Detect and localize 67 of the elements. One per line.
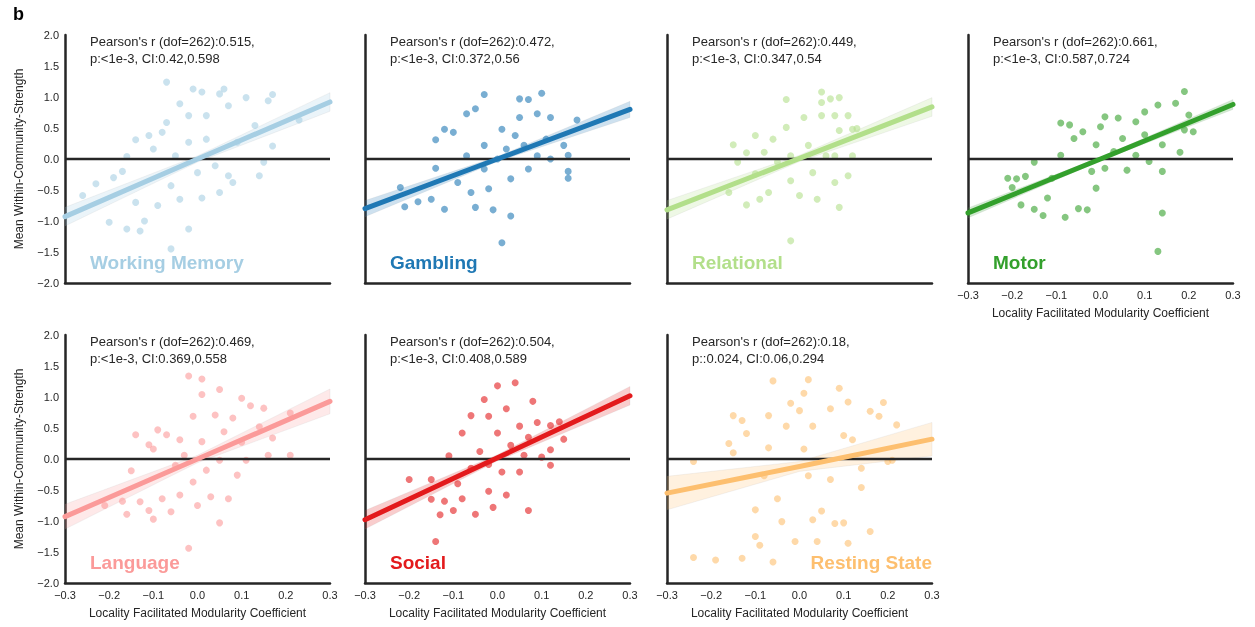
series-label: Relational (692, 252, 783, 273)
x-tick-label: 0.2 (278, 588, 294, 601)
x-tick-label: −0.3 (957, 288, 979, 301)
x-tick-label: −0.3 (54, 588, 76, 601)
x-tick-label: 0.2 (880, 588, 896, 601)
x-tick-label: 0.2 (1181, 288, 1197, 301)
y-tick-label: 0.5 (43, 122, 59, 134)
x-axis-title: Locality Facilitated Modularity Coefficient (88, 606, 307, 620)
x-tick-label: 0.0 (189, 588, 206, 601)
y-tick-label: 0.5 (43, 422, 59, 434)
x-tick-label: 0.1 (534, 588, 550, 601)
series-label: Language (90, 552, 180, 573)
x-axis-title: Locality Facilitated Modularity Coefficient (388, 606, 607, 620)
y-tick-label: −1.5 (37, 546, 59, 558)
y-tick-label: 1.0 (43, 91, 59, 103)
annotation: Pearson's r (dof=262):0.469, p:<1e-3, CI:0.369,0.558 (90, 334, 255, 366)
y-axis-title: Mean Within-Community-Strength (12, 68, 26, 250)
y-tick-label: 1.5 (43, 60, 59, 72)
y-tick-label: −2.0 (37, 577, 59, 589)
x-axis-title: Locality Facilitated Modularity Coefficient (991, 306, 1210, 320)
x-tick-label: 0.1 (836, 588, 852, 601)
annotation: Pearson's r (dof=262):0.449, p:<1e-3, CI:0.347,0.54 (692, 34, 857, 66)
x-tick-label: −0.3 (354, 588, 376, 601)
series-label: Resting State (810, 552, 933, 573)
y-tick-label: 0.0 (43, 453, 59, 465)
x-tick-label: −0.2 (398, 588, 421, 601)
series-label: Motor (993, 252, 1047, 273)
y-tick-label: −1.0 (37, 215, 59, 227)
y-tick-label: 0.0 (43, 153, 59, 165)
chart-title: b (13, 4, 24, 24)
x-tick-label: 0.3 (1225, 288, 1241, 301)
x-tick-label: 0.2 (578, 588, 594, 601)
y-tick-label: −0.5 (37, 184, 59, 196)
y-axis-title: Mean Within-Community-Strength (12, 368, 26, 550)
annotation: Pearson's r (dof=262):0.504, p:<1e-3, CI:0.408,0.589 (390, 334, 555, 366)
y-tick-label: 1.5 (43, 360, 59, 372)
x-tick-label: −0.1 (744, 588, 767, 601)
x-tick-label: 0.1 (234, 588, 250, 601)
x-tick-label: −0.3 (656, 588, 678, 601)
x-tick-label: 0.1 (1137, 288, 1153, 301)
x-tick-label: 0.0 (489, 588, 506, 601)
annotation: Pearson's r (dof=262):0.661, p:<1e-3, CI:0.587,0.724 (993, 34, 1158, 66)
x-tick-label: −0.2 (98, 588, 121, 601)
x-tick-label: 0.3 (924, 588, 940, 601)
y-tick-label: 1.0 (43, 391, 59, 403)
x-tick-label: 0.0 (791, 588, 808, 601)
x-tick-label: 0.0 (1092, 288, 1109, 301)
annotation: Pearson's r (dof=262):0.18, p::0.024, CI:0.06,0.294 (692, 334, 850, 366)
y-tick-label: −1.0 (37, 515, 59, 527)
y-tick-label: −1.5 (37, 246, 59, 258)
series-label: Gambling (390, 252, 478, 273)
x-tick-label: 0.3 (622, 588, 638, 601)
y-tick-label: −0.5 (37, 484, 59, 496)
series-label: Social (390, 552, 446, 573)
annotation: Pearson's r (dof=262):0.515, p:<1e-3, CI:0.42,0.598 (90, 34, 255, 66)
x-tick-label: −0.1 (142, 588, 165, 601)
x-tick-label: −0.1 (442, 588, 465, 601)
y-tick-label: −2.0 (37, 277, 59, 289)
x-tick-label: −0.2 (1001, 288, 1024, 301)
annotation: Pearson's r (dof=262):0.472, p:<1e-3, CI:0.372,0.56 (390, 34, 555, 66)
x-tick-label: −0.2 (700, 588, 723, 601)
y-tick-label: 2.0 (43, 29, 59, 41)
x-tick-label: −0.1 (1045, 288, 1068, 301)
x-axis-title: Locality Facilitated Modularity Coefficient (690, 606, 909, 620)
series-label: Working Memory (90, 252, 245, 273)
y-tick-label: 2.0 (43, 329, 59, 341)
x-tick-label: 0.3 (322, 588, 338, 601)
